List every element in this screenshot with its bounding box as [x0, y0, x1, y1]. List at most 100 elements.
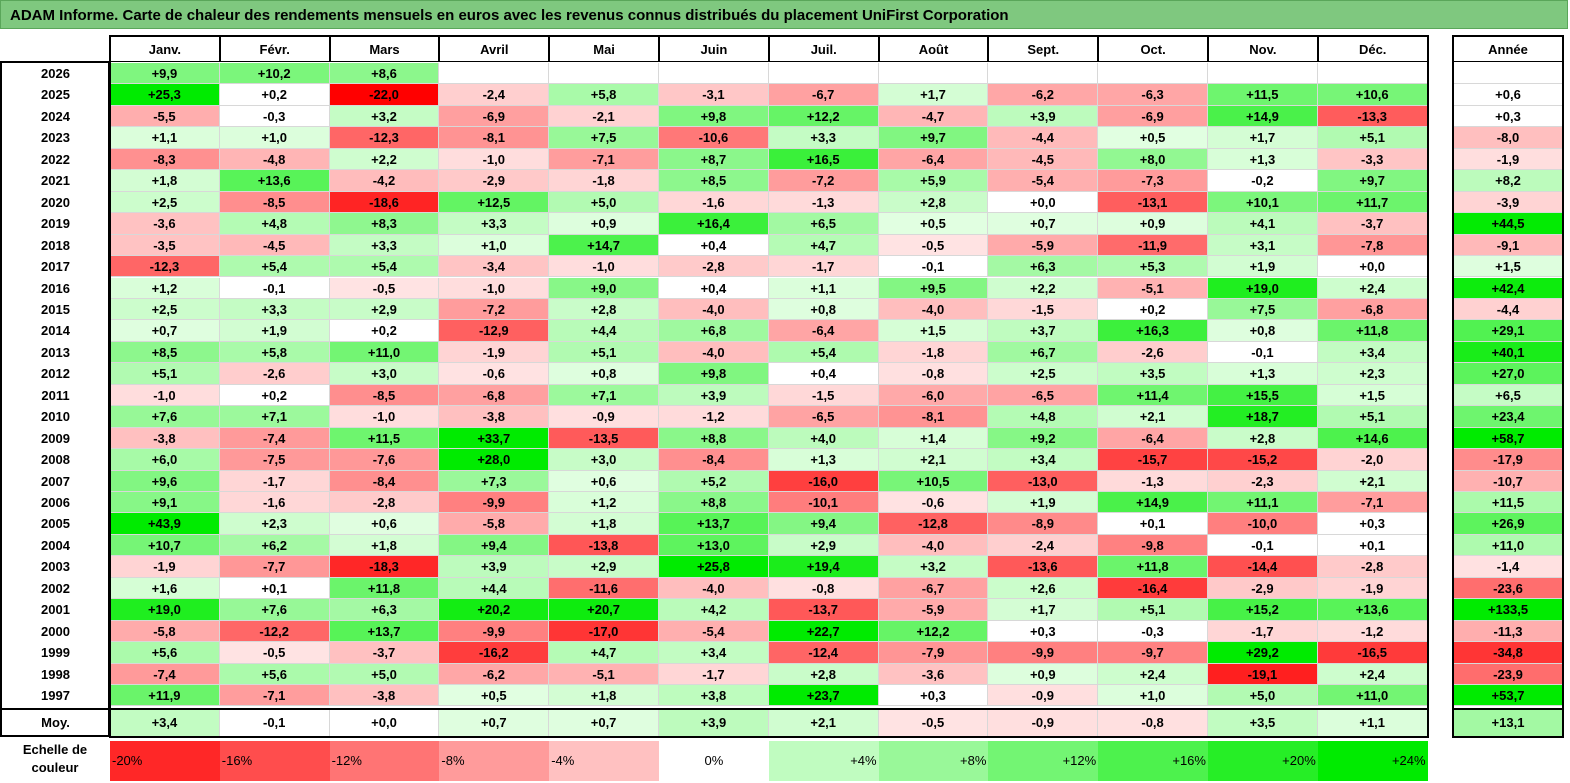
heatmap-cell: +0,5 — [878, 213, 989, 235]
heatmap-cell: -8,4 — [329, 470, 440, 492]
heatmap-cell: +20,2 — [439, 599, 550, 621]
month-header: Janv. — [110, 36, 220, 62]
heatmap-cell: -1,0 — [439, 277, 550, 299]
heatmap-cell: -0,3 — [219, 105, 330, 128]
heatmap-cell: -7,1 — [219, 685, 330, 707]
heatmap-cell: -1,9 — [1317, 577, 1428, 600]
heatmap-cell: +3,0 — [549, 449, 659, 471]
heatmap-cell: -8,1 — [439, 127, 550, 149]
heatmap-cell: +4,7 — [549, 642, 659, 664]
heatmap-cell: +0,4 — [768, 363, 879, 385]
heatmap-cell: +9,4 — [768, 513, 879, 535]
heatmap-cell: -7,5 — [219, 449, 330, 471]
heatmap-cell: +3,0 — [329, 363, 440, 385]
heatmap-cell: -12,9 — [439, 320, 550, 342]
heatmap-cell: +11,7 — [1317, 191, 1428, 214]
heatmap-cell: -16,2 — [439, 642, 550, 664]
heatmap-cell: +16,3 — [1098, 320, 1208, 342]
heatmap-cell: +0,5 — [439, 685, 550, 707]
year-label: 2010 — [41, 409, 70, 425]
heatmap-cell: -18,6 — [329, 191, 440, 214]
average-cell: -0,5 — [878, 709, 989, 736]
heatmap-cell: +20,7 — [549, 599, 659, 621]
heatmap-cell: +1,7 — [1208, 127, 1318, 149]
heatmap-cell: +2,1 — [878, 449, 989, 471]
heatmap-cell: +6,2 — [219, 534, 330, 557]
heatmap-cell: +7,1 — [549, 384, 659, 407]
color-scale-swatch: +4% — [768, 741, 879, 781]
average-cell: +0,0 — [329, 709, 440, 736]
month-header: Juil. — [768, 36, 879, 62]
heatmap-cell: -13,5 — [549, 427, 659, 450]
year-total-cell: -17,9 — [1453, 449, 1563, 471]
heatmap-cell: -9,9 — [439, 620, 550, 643]
heatmap-cell: -2,4 — [988, 534, 1099, 557]
report-title: ADAM Informe. Carte de chaleur des rende… — [0, 0, 1568, 29]
color-scale-swatch: -16% — [219, 741, 330, 781]
heatmap-cell: +0,4 — [659, 277, 769, 299]
heatmap-cell: -10,6 — [659, 127, 769, 149]
heatmap-cell: +3,4 — [1317, 341, 1428, 364]
color-scale-swatch: 0% — [659, 741, 769, 781]
heatmap-cell: +8,7 — [659, 148, 769, 171]
heatmap-cell — [659, 63, 769, 85]
heatmap-cell: +13,0 — [659, 534, 769, 557]
heatmap-cell: +2,4 — [1317, 277, 1428, 299]
heatmap-cell: +5,1 — [549, 341, 659, 364]
heatmap-cell: -3,8 — [110, 427, 220, 450]
year-total-cell: +8,2 — [1453, 170, 1563, 192]
heatmap-cell: +4,1 — [1208, 213, 1318, 235]
heatmap-cell: +1,9 — [1208, 256, 1318, 278]
heatmap-cell: +0,0 — [1317, 256, 1428, 278]
year-label: 2020 — [41, 194, 70, 210]
heatmap-cell: +13,6 — [1317, 599, 1428, 621]
heatmap-cell: +7,3 — [439, 470, 550, 492]
heatmap-cell: -5,5 — [110, 105, 220, 128]
heatmap-cell: -0,1 — [1208, 534, 1318, 557]
heatmap-cell: -1,3 — [768, 191, 879, 214]
heatmap-cell: +1,0 — [439, 234, 550, 257]
heatmap-cell: -5,9 — [878, 599, 989, 621]
heatmap-cell: +2,8 — [878, 191, 989, 214]
year-total-cell: -8,0 — [1453, 127, 1563, 149]
heatmap-cell: +3,4 — [659, 642, 769, 664]
heatmap-cell: +11,5 — [329, 427, 440, 450]
heatmap-cell: +7,6 — [110, 406, 220, 428]
heatmap-cell: +5,2 — [659, 470, 769, 492]
heatmap-cell: +12,2 — [878, 620, 989, 643]
heatmap-cell: +12,5 — [439, 191, 550, 214]
heatmap-cell: +0,6 — [549, 470, 659, 492]
heatmap-cell: +11,9 — [110, 685, 220, 707]
year-label: 2012 — [41, 366, 70, 382]
heatmap-cell: -4,5 — [219, 234, 330, 257]
year-total-cell: -23,9 — [1453, 663, 1563, 686]
heatmap-cell: -0,2 — [1208, 170, 1318, 192]
heatmap-cell: -2,8 — [329, 492, 440, 514]
heatmap-cell: +11,5 — [1208, 84, 1318, 106]
year-total-cell: +44,5 — [1453, 213, 1563, 235]
heatmap-cell: -1,8 — [878, 341, 989, 364]
heatmap-cell: -1,7 — [659, 663, 769, 686]
heatmap-cell: +6,8 — [659, 320, 769, 342]
heatmap-cell: +3,3 — [219, 298, 330, 321]
heatmap-cell: -9,9 — [988, 642, 1099, 664]
year-total-cell: -1,4 — [1453, 556, 1563, 578]
heatmap-cell: +0,1 — [1098, 513, 1208, 535]
year-label: 2008 — [41, 452, 70, 468]
year-total-cell: +0,3 — [1453, 105, 1563, 128]
heatmap-cell: -5,9 — [988, 234, 1099, 257]
month-header: Nov. — [1208, 36, 1318, 62]
average-cell: +0,7 — [549, 709, 659, 736]
heatmap-cell: -1,6 — [659, 191, 769, 214]
heatmap-cell: +0,8 — [549, 363, 659, 385]
color-scale-swatch: +8% — [878, 741, 989, 781]
heatmap-cell: -1,3 — [1098, 470, 1208, 492]
year-total-cell: +6,5 — [1453, 384, 1563, 407]
heatmap-cell: +10,6 — [1317, 84, 1428, 106]
heatmap-cell: +2,9 — [549, 556, 659, 578]
heatmap-cell: +3,9 — [659, 384, 769, 407]
heatmap-cell: -13,1 — [1098, 191, 1208, 214]
heatmap-cell: +6,0 — [110, 449, 220, 471]
heatmap-cell: -10,0 — [1208, 513, 1318, 535]
heatmap-cell: +9,7 — [1317, 170, 1428, 192]
